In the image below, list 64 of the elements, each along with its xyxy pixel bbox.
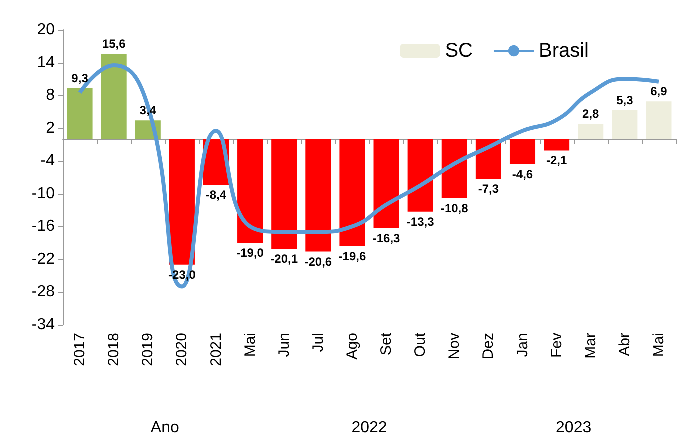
bar [169, 139, 195, 265]
x-tick-label: Set [378, 332, 396, 356]
y-tick-label: -10 [32, 185, 56, 202]
data-label: -8,4 [206, 188, 227, 202]
data-label: -7,3 [478, 182, 500, 196]
x-tick-label: 2017 [72, 333, 89, 366]
x-tick-label: 2018 [106, 333, 123, 366]
x-tick-label: Abr [616, 332, 634, 356]
x-tick-label: Jun [276, 333, 293, 358]
y-tick-label: -34 [32, 316, 56, 334]
data-label: 15,6 [102, 37, 126, 52]
x-tick-label: Dez [480, 333, 498, 360]
bar [374, 139, 400, 228]
x-tick-label: 2021 [208, 333, 225, 366]
y-tick-label: 8 [46, 87, 56, 104]
data-label: 5,3 [616, 93, 634, 108]
x-tick-label: Out [412, 332, 430, 358]
text: 2022 [352, 420, 388, 433]
y-tick-label: 2 [46, 120, 56, 137]
bar [578, 124, 604, 140]
data-label: -20,6 [304, 254, 332, 269]
x-tick-label: Fev [548, 332, 566, 358]
bar [408, 139, 434, 212]
x-tick-label: Nov [446, 332, 464, 360]
data-label: -19,6 [338, 249, 366, 264]
y-tick-label: 20 [37, 22, 56, 38]
bar [612, 110, 638, 140]
bar [238, 139, 264, 244]
y-tick-label: -28 [32, 284, 56, 301]
x-tick-label: 2019 [140, 333, 157, 366]
data-label: -16,3 [372, 231, 401, 246]
x-tick-label: Ago [344, 333, 361, 360]
bar [544, 139, 570, 151]
x-tick-label: Mai [650, 333, 668, 358]
y-tick-label: -4 [40, 152, 56, 170]
data-label: 2,8 [582, 106, 600, 121]
data-label: 6,9 [650, 84, 668, 99]
bar [272, 139, 298, 250]
bar [340, 139, 366, 246]
bar [306, 139, 332, 252]
bar [442, 139, 468, 198]
data-label: -20,1 [270, 252, 298, 266]
legend-label: Brasil [538, 40, 590, 62]
bar [510, 139, 536, 164]
data-label: -4,6 [512, 167, 534, 182]
data-label: -10,8 [440, 201, 469, 216]
data-label: -19,0 [236, 246, 264, 260]
text: 2023 [556, 420, 592, 433]
data-label: -13,3 [406, 214, 435, 229]
data-label: 9,3 [72, 71, 89, 86]
text: Ano [150, 420, 180, 433]
x-tick-label: Jul [310, 333, 327, 352]
bar [67, 88, 93, 140]
x-tick-label: Mar [582, 333, 600, 359]
y-tick-label: -16 [32, 218, 56, 236]
bar [646, 102, 672, 140]
y-tick-label: 14 [37, 54, 56, 72]
x-tick-label: Mai [242, 333, 259, 358]
x-tick-label: 2020 [174, 333, 191, 366]
x-tick-label: Jan [514, 333, 532, 358]
legend-label: SC [445, 40, 474, 62]
data-label: -2,1 [546, 154, 568, 168]
bar [101, 54, 127, 140]
y-tick-label: -22 [32, 250, 56, 268]
